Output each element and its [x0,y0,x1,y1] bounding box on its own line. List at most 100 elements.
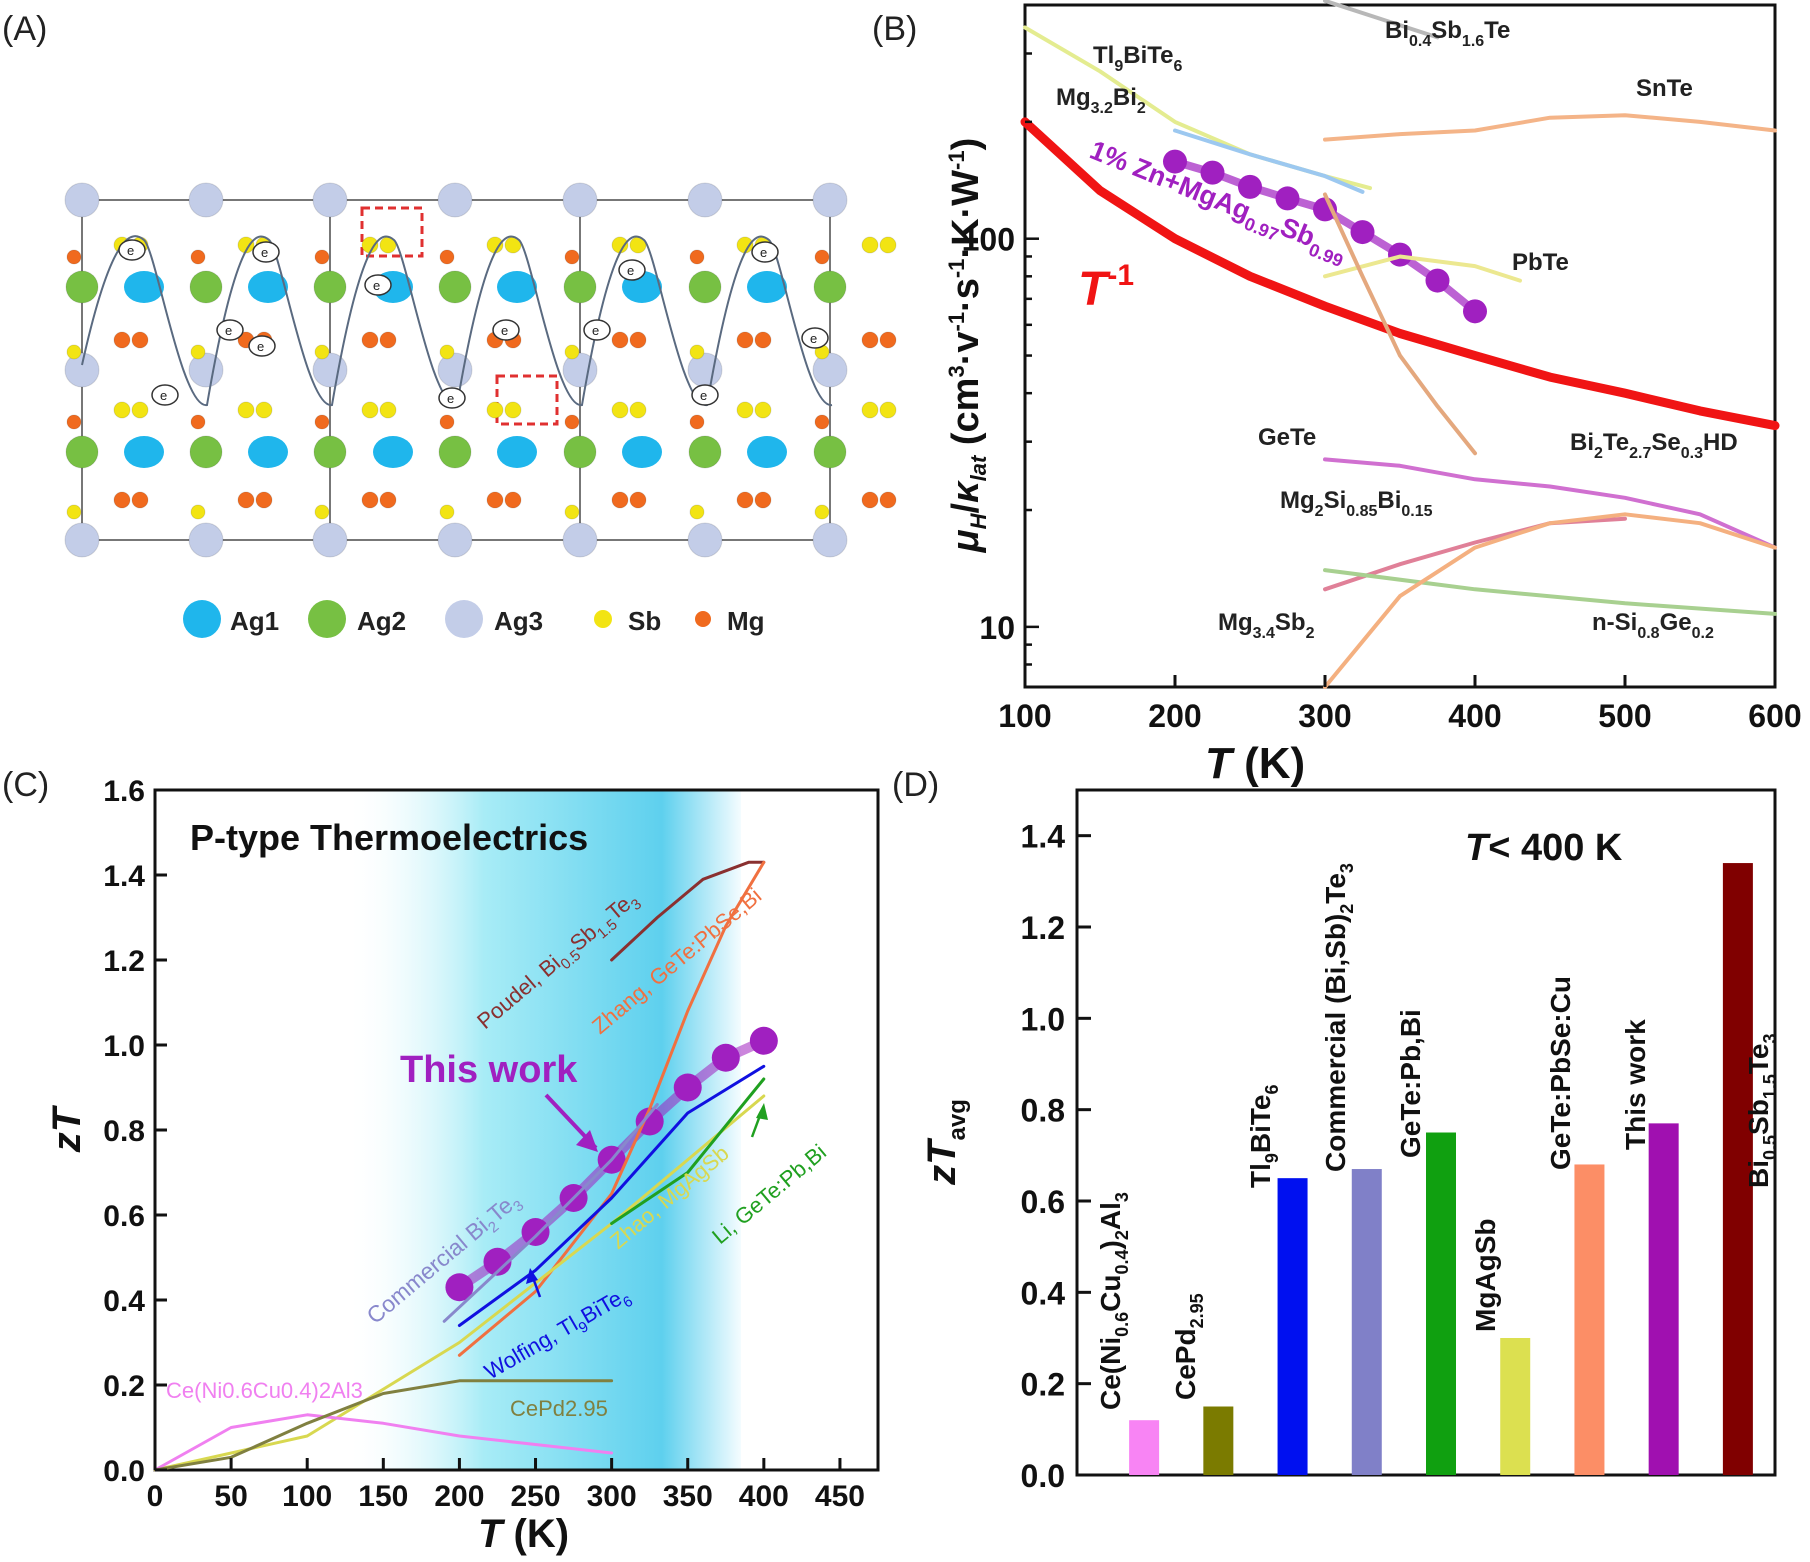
ag2-atom [313,270,347,304]
y-tick-label: 0.2 [103,1370,145,1403]
ag1-atom [373,436,413,468]
sb-atom [190,504,206,520]
ag3-atom [812,182,848,218]
mg-atom [439,414,455,430]
y-tick-label: 10 [979,610,1015,646]
mg-atom [564,414,580,430]
y-tick-label: 0.6 [1021,1184,1065,1220]
series-line-3 [1323,0,1440,40]
bar-label-this-work: This work [1620,1019,1651,1150]
panel-d-bar-chart: 0.00.20.40.60.81.01.21.4 T< 400 K zTavg … [920,788,1780,1494]
data-point [521,1218,550,1246]
bar [1129,1420,1160,1475]
sb-atom [439,344,455,360]
electron-label: e [627,263,634,278]
panel-c-label: (C) [2,766,49,804]
sb-atom [237,401,255,419]
label-this-work: This work [400,1049,578,1091]
sb-atom [861,401,879,419]
bar [1722,863,1753,1475]
mg-atom [861,331,879,349]
electron-label: e [225,323,232,338]
electron-label: e [501,323,508,338]
data-point [1463,299,1487,324]
x-tick-label: 300 [587,1480,637,1513]
sb-atom [486,401,504,419]
y-tick-label: 0.8 [1021,1093,1065,1129]
electron-marker [492,319,520,341]
y-tick-label: 0.6 [103,1200,145,1233]
series-line-6 [610,1077,766,1225]
crystal-structure-diagram: e e e e e e e e e e e e e Ag1 Ag2 Ag3 Sb Mg [64,182,897,638]
atom-lattice [64,182,897,558]
bar-label-commercial: Commercial (Bi,Sb)2Te3 [1320,863,1357,1172]
mg-atom [439,249,455,265]
legend-mg-label: Mg [727,606,765,636]
legend-sb-marker [594,610,612,628]
ag2-atom [563,270,597,304]
sb-atom [66,344,82,360]
panel-c-ylabel: zT [45,1104,89,1153]
panel-d-axes: 0.0 0.2 0.4 0.6 0.8 1.0 1.2 1.4 [1021,819,1091,1494]
panel-b-series [1020,0,1780,689]
label-t-inverse: T-1 [1078,259,1134,316]
label-cepd: CePd2.95 [510,1396,608,1421]
electron-label: e [257,339,264,354]
panel-c-xlabel: T (K) [478,1512,569,1556]
ag2-atom [189,270,223,304]
electron-marker [751,241,779,263]
sb-atom [564,504,580,520]
mg-atom [113,491,131,509]
sb-atom [564,344,580,360]
x-tick-label: 200 [434,1480,484,1513]
mg-atom [736,491,754,509]
x-tick-label: 450 [815,1480,865,1513]
panel-b-mobility-chart: 100 200 300 400 500 600 10 100 Tl9BiTe6 Bi0.4Sb… [944,0,1802,788]
electron-label: e [810,331,817,346]
sb-atom [689,504,705,520]
panel-c-title: P-type Thermoelectrics [190,817,588,858]
mg-atom [379,331,397,349]
sb-atom [131,401,149,419]
panel-d-label: (D) [892,766,939,804]
panel-a-label: (A) [2,10,47,48]
series-line-8 [153,1379,614,1472]
x-tick-label: 600 [1748,698,1801,734]
data-point [1275,186,1300,211]
ag1-atom [747,436,787,468]
ag3-atom [437,522,473,558]
sb-atom [314,504,330,520]
mg-atom [611,491,629,509]
ag2-atom [688,270,722,304]
ag3-atom [562,182,598,218]
data-point [1238,174,1262,199]
panel-d-bar-labels: Ce(Ni0.6Cu0.4)2Al3 CePd2.95 Tl9BiTe6 Com… [1095,863,1780,1410]
series-line-0 [1020,117,1780,431]
electron-marker [364,274,392,296]
ag3-atom [64,522,100,558]
bar-label-bi05sb15te3: Bi0.5Sb1.5Te3 [1743,1034,1780,1188]
data-point [711,1043,740,1072]
sb-atom [190,344,206,360]
ag3-atom [312,352,348,388]
ag1-atom [622,436,662,468]
panel-b-frame [1023,3,1777,689]
ag3-atom [188,522,224,558]
sb-atom [879,236,897,254]
ag1-atom [248,436,288,468]
electron-marker [583,319,611,341]
sb-atom [255,401,273,419]
bar-label-mgagsb: MgAgSb [1470,1218,1501,1332]
electron-marker [118,239,146,261]
panel-c-axes: 0 50 100 150 200 250 300 350 400 450 0.0 0.2 0.4 0.6 0… [103,775,865,1513]
mg-atom [814,249,830,265]
ag1-atom [248,271,288,303]
label-gete: GeTe [1258,424,1316,451]
x-tick-label: 100 [998,698,1051,734]
sb-atom [754,401,772,419]
mg-atom [629,331,647,349]
bar [1277,1178,1308,1475]
mg-atom [754,491,772,509]
electron-marker [801,327,829,349]
series-line-6 [1323,254,1522,283]
